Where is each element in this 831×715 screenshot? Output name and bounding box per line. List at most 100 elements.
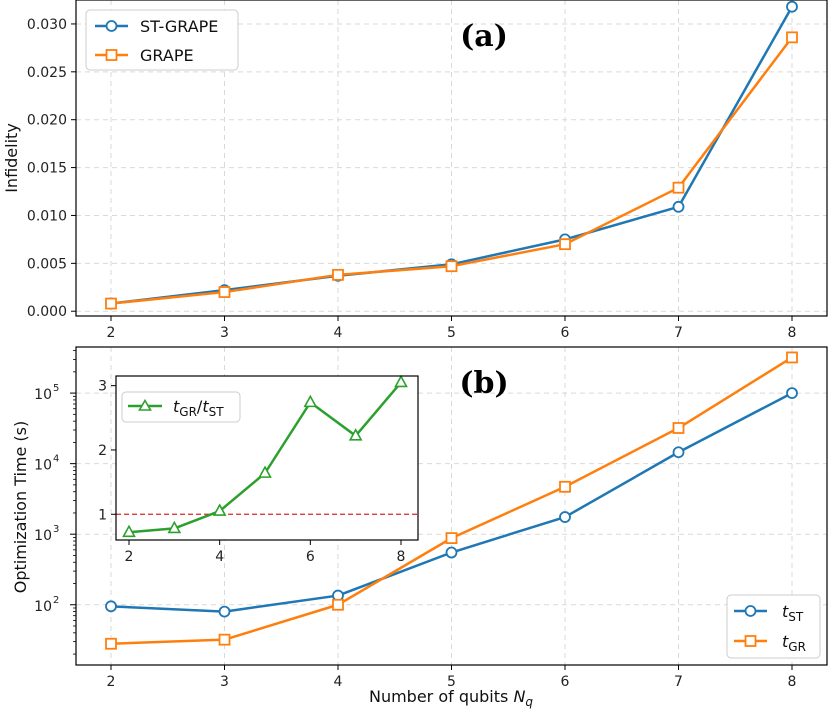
data-point-t-gr <box>672 422 685 434</box>
panel-a-ytick-label: 0.010 <box>27 208 67 224</box>
panel-a-ytick-label: 0.025 <box>27 65 67 81</box>
data-point-ratio <box>258 465 272 478</box>
inset-ytick-label: 3 <box>98 379 107 395</box>
panel-b-ytick-label: 10 <box>34 458 52 474</box>
legend-st-grape-label: ST-GRAPE <box>140 17 218 36</box>
inset-legend-num: t <box>173 397 180 416</box>
data-point-t-st <box>218 605 231 618</box>
legend-entry-st-grape: ST-GRAPE <box>95 17 218 36</box>
data-point-t-st <box>786 387 798 399</box>
data-point-ratio <box>394 374 408 388</box>
data-point-grape <box>786 31 798 44</box>
xlabel-symbol: N <box>513 687 525 706</box>
panel-a-ytick-label: 0.015 <box>27 161 67 177</box>
inset-xtick-label: 2 <box>125 549 134 565</box>
data-point-ratio <box>348 428 363 441</box>
legend-grape-marker <box>105 49 118 61</box>
panel-b-ylabel: Optimization Time (s) <box>11 421 30 594</box>
data-point-grape <box>672 181 685 194</box>
panel-b-ytick-exponent: 3 <box>53 524 59 535</box>
panel-b-xtick-label: 4 <box>334 674 343 690</box>
data-point-st-grape <box>786 0 798 13</box>
panel-b-ytick-label: 10 <box>34 599 52 615</box>
inset-legend-den-sub: ST <box>209 405 225 419</box>
legend-t-st-marker <box>744 605 757 617</box>
data-point-t-gr <box>445 532 458 545</box>
panel-a-xtick-label: 4 <box>334 325 343 341</box>
panel-a-xtick-label: 7 <box>674 325 683 341</box>
data-point-ratio <box>167 520 182 534</box>
inset-xtick-label: 8 <box>397 549 406 565</box>
panel-a-xtick-label: 8 <box>788 325 797 341</box>
xlabel-subscript: q <box>525 695 533 709</box>
data-point-t-st <box>105 600 117 613</box>
data-point-t-gr <box>332 598 344 611</box>
inset-ytick-label: 1 <box>98 507 107 523</box>
panel-a-xtick-label: 6 <box>561 325 570 341</box>
data-point-st-grape <box>672 200 685 213</box>
panel-b-ytick-exponent: 4 <box>53 454 59 465</box>
panel-b-xtick-label: 3 <box>220 674 229 690</box>
panel-b-xlabel: Number of qubits Nq <box>369 687 533 709</box>
data-point-ratio <box>122 524 136 538</box>
panel-a-xtick-label: 3 <box>220 325 229 341</box>
legend-t-gr-label: tGR <box>782 632 806 654</box>
inset-marks <box>116 374 418 538</box>
panel-b-legend: tST tGR <box>726 594 821 659</box>
data-point-ratio <box>303 394 318 408</box>
legend-entry-grape: GRAPE <box>95 46 194 65</box>
panel-a-ytick-label: 0.000 <box>27 304 67 320</box>
data-point-t-gr <box>218 633 231 646</box>
panel-a-ylabel: Infidelity <box>2 123 21 193</box>
inset-frame <box>115 375 419 541</box>
panel-a-ytick-label: 0.020 <box>27 113 67 129</box>
xlabel-text: Number of qubits <box>369 687 508 706</box>
legend-entry-t-gr: tGR <box>734 632 806 654</box>
legend-t-gr-subscript: GR <box>788 640 806 654</box>
panel-b-xtick-label: 5 <box>447 674 456 690</box>
data-point-grape <box>105 297 117 310</box>
panel-b-ytick-label: 10 <box>34 528 52 544</box>
inset-legend: tGR/tST <box>121 391 241 423</box>
data-point-t-st <box>672 446 685 459</box>
inset-legend-sep: / <box>197 397 203 416</box>
legend-st-grape-marker <box>105 20 118 32</box>
panel-a-xtick-label: 2 <box>107 325 116 341</box>
panel-b-xtick-label: 8 <box>788 674 797 690</box>
data-point-grape <box>332 268 344 281</box>
panel-a-ticks: 2 3 4 5 6 7 8 0.000 0.005 0.010 0.015 0.020 0.025 0.0… <box>27 17 797 341</box>
legend-t-gr-symbol: t <box>782 632 789 651</box>
panel-b-ytick-label: 10 <box>34 387 52 403</box>
data-point-grape <box>445 260 458 273</box>
legend-t-st-symbol: t <box>782 602 789 621</box>
panel-b-label: (b) <box>459 366 508 401</box>
legend-entry-t-st: tST <box>734 602 804 624</box>
panel-b-marks <box>105 351 798 650</box>
data-point-t-gr <box>559 480 571 493</box>
panel-a-label: (a) <box>460 19 508 54</box>
panel-b-xtick-label: 2 <box>107 674 116 690</box>
inset-legend-den: t <box>202 397 209 416</box>
data-point-t-st <box>559 511 571 523</box>
data-point-grape <box>559 238 571 251</box>
inset-xtick-label: 4 <box>215 549 224 565</box>
data-point-t-gr <box>786 351 798 364</box>
panel-a-xtick-label: 5 <box>447 325 456 341</box>
legend-grape-label: GRAPE <box>140 46 194 65</box>
inset-legend-num-sub: GR <box>179 405 197 419</box>
inset-ticks: 2 4 6 8 1 2 3 <box>98 379 405 565</box>
legend-t-gr-marker <box>744 635 757 647</box>
panel-a-ytick-label: 0.030 <box>27 17 67 33</box>
panel-b-xtick-label: 6 <box>561 674 570 690</box>
data-point-t-gr <box>105 637 117 650</box>
inset-xtick-label: 6 <box>306 549 315 565</box>
data-point-ratio <box>212 503 227 516</box>
panel-a-marks <box>105 0 798 310</box>
legend-t-st-label: tST <box>782 602 804 624</box>
panel-b-xtick-label: 7 <box>674 674 683 690</box>
panel-b-ytick-exponent: 2 <box>53 595 59 606</box>
